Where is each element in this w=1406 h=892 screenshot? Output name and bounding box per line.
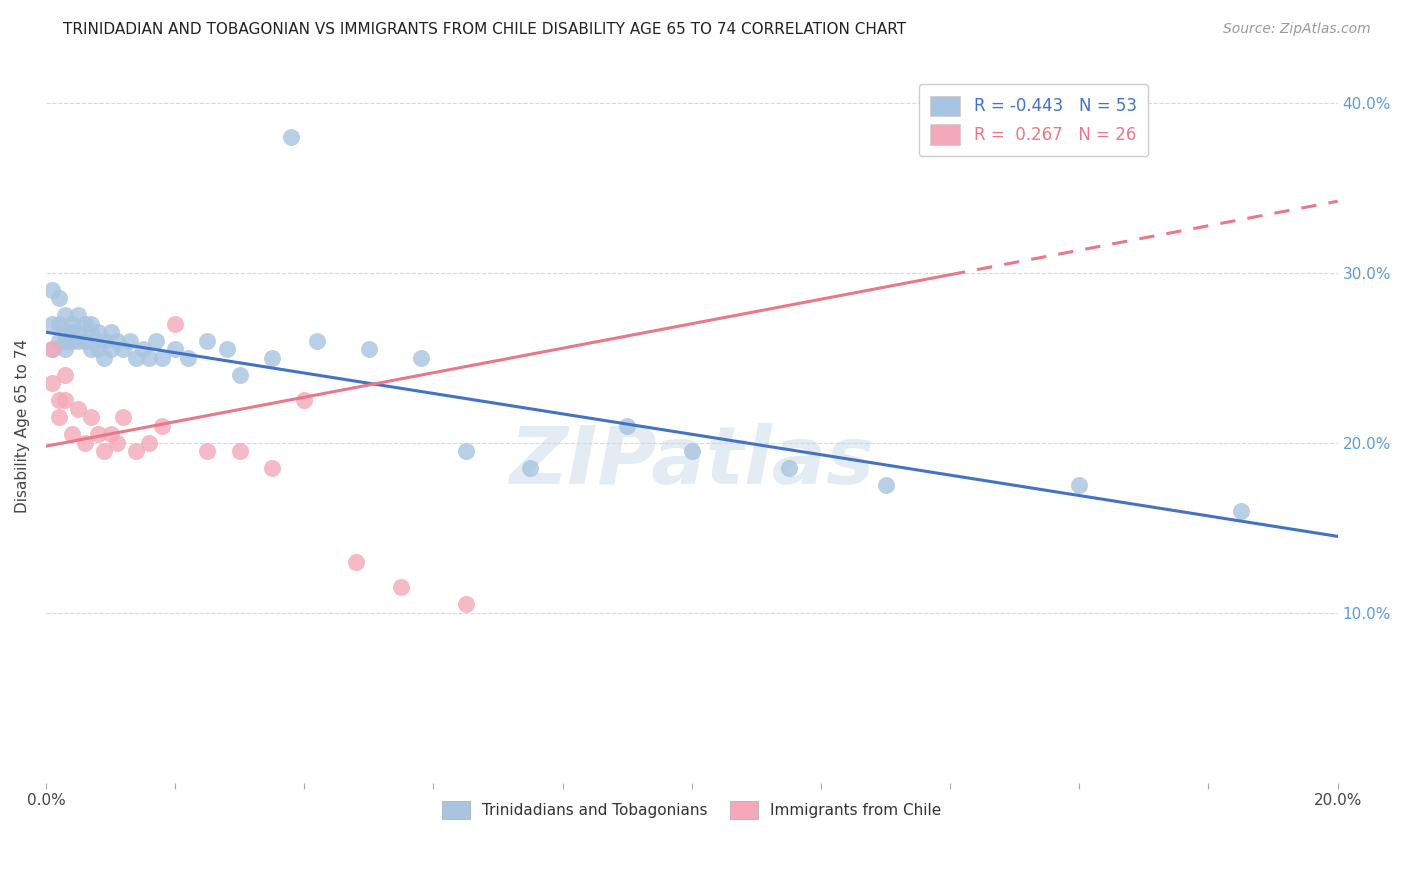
Point xyxy=(165,343,187,357)
Point xyxy=(519,461,541,475)
Point xyxy=(118,334,141,348)
Point xyxy=(197,444,219,458)
Point xyxy=(100,427,122,442)
Point xyxy=(60,427,83,442)
Point xyxy=(53,334,76,348)
Point xyxy=(409,351,432,365)
Point xyxy=(228,444,250,458)
Point xyxy=(875,478,897,492)
Point xyxy=(86,427,108,442)
Point xyxy=(67,325,90,339)
Point xyxy=(53,325,76,339)
Point xyxy=(86,343,108,357)
Point xyxy=(73,435,96,450)
Point xyxy=(48,291,70,305)
Point xyxy=(125,351,148,365)
Point xyxy=(41,343,63,357)
Point xyxy=(100,325,122,339)
Point xyxy=(260,351,283,365)
Point xyxy=(150,351,173,365)
Point xyxy=(80,343,103,357)
Point xyxy=(53,308,76,322)
Point xyxy=(138,351,160,365)
Point xyxy=(197,334,219,348)
Point xyxy=(53,343,76,357)
Point xyxy=(86,325,108,339)
Point xyxy=(150,418,173,433)
Point xyxy=(280,129,302,144)
Point xyxy=(67,308,90,322)
Point xyxy=(48,393,70,408)
Point xyxy=(60,334,83,348)
Point xyxy=(48,317,70,331)
Point xyxy=(344,555,367,569)
Point xyxy=(454,444,477,458)
Point xyxy=(1069,478,1091,492)
Point xyxy=(41,317,63,331)
Point xyxy=(307,334,329,348)
Text: TRINIDADIAN AND TOBAGONIAN VS IMMIGRANTS FROM CHILE DISABILITY AGE 65 TO 74 CORR: TRINIDADIAN AND TOBAGONIAN VS IMMIGRANTS… xyxy=(63,22,907,37)
Point xyxy=(145,334,167,348)
Point xyxy=(60,317,83,331)
Point xyxy=(53,393,76,408)
Point xyxy=(93,444,115,458)
Point xyxy=(80,317,103,331)
Point xyxy=(215,343,238,357)
Point xyxy=(48,334,70,348)
Point xyxy=(93,334,115,348)
Point xyxy=(80,410,103,425)
Point xyxy=(60,325,83,339)
Point xyxy=(165,317,187,331)
Legend: Trinidadians and Tobagonians, Immigrants from Chile: Trinidadians and Tobagonians, Immigrants… xyxy=(436,795,948,825)
Point xyxy=(357,343,380,357)
Point xyxy=(100,343,122,357)
Point xyxy=(67,334,90,348)
Text: ZIPatlas: ZIPatlas xyxy=(509,423,875,500)
Point xyxy=(228,368,250,382)
Y-axis label: Disability Age 65 to 74: Disability Age 65 to 74 xyxy=(15,339,30,513)
Point xyxy=(112,343,135,357)
Point xyxy=(105,334,128,348)
Point xyxy=(778,461,800,475)
Point xyxy=(125,444,148,458)
Point xyxy=(260,461,283,475)
Point xyxy=(105,435,128,450)
Point xyxy=(292,393,315,408)
Point xyxy=(454,598,477,612)
Point xyxy=(93,351,115,365)
Point xyxy=(41,343,63,357)
Point xyxy=(73,317,96,331)
Point xyxy=(132,343,155,357)
Point xyxy=(80,325,103,339)
Point xyxy=(389,581,412,595)
Point xyxy=(138,435,160,450)
Text: Source: ZipAtlas.com: Source: ZipAtlas.com xyxy=(1223,22,1371,37)
Point xyxy=(616,418,638,433)
Point xyxy=(41,376,63,391)
Point xyxy=(177,351,200,365)
Point xyxy=(48,410,70,425)
Point xyxy=(112,410,135,425)
Point xyxy=(67,401,90,416)
Point xyxy=(681,444,703,458)
Point xyxy=(53,368,76,382)
Point xyxy=(41,283,63,297)
Point xyxy=(73,334,96,348)
Point xyxy=(1229,504,1251,518)
